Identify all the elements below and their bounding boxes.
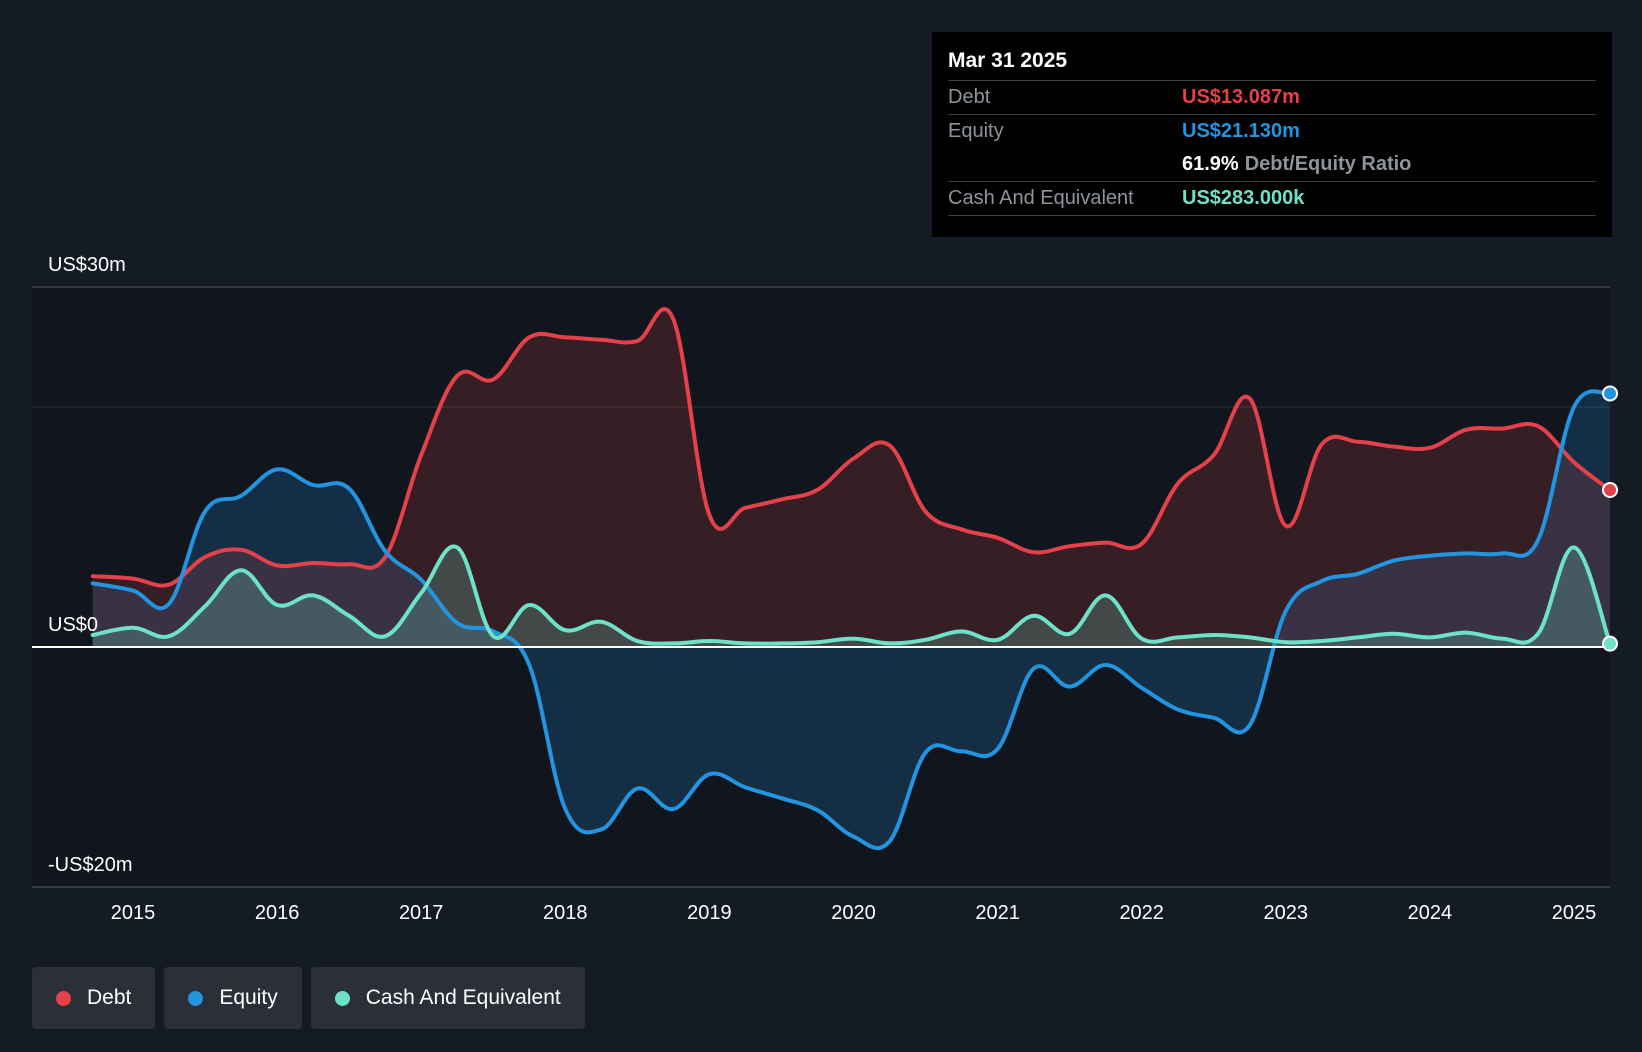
tooltip-ratio-value: 61.9% bbox=[1182, 153, 1239, 175]
series-areas bbox=[92, 309, 1611, 849]
chart-legend: Debt Equity Cash And Equivalent bbox=[32, 967, 585, 1029]
x-axis-label: 2019 bbox=[687, 902, 732, 924]
x-axis-labels: 2015 2016 2017 2018 2019 2020 2021 2022 2023 2024… bbox=[111, 902, 1597, 924]
end-markers bbox=[1602, 385, 1619, 652]
tooltip-debt-label: Debt bbox=[948, 86, 991, 108]
tooltip-row-debt: Debt US$13.087m bbox=[948, 81, 1596, 115]
tooltip-row-cash: Cash And Equivalent US$283.000k bbox=[948, 182, 1596, 216]
x-axis-label: 2022 bbox=[1119, 902, 1164, 924]
tooltip-panel: Mar 31 2025 Debt US$13.087m Equity US$21… bbox=[932, 32, 1612, 237]
cash-and-equivalent-line bbox=[90, 544, 1612, 646]
x-axis-label: 2020 bbox=[831, 902, 876, 924]
tooltip-ratio-label: Debt/Equity Ratio bbox=[1244, 153, 1412, 175]
tooltip-row-equity: Equity US$21.130m bbox=[948, 115, 1596, 148]
tooltip-equity-value: US$21.130m bbox=[1182, 120, 1300, 142]
y-axis-label: US$30m bbox=[48, 254, 126, 276]
x-axis-label: 2021 bbox=[975, 902, 1020, 924]
tooltip-date: Mar 31 2025 bbox=[948, 46, 1596, 81]
x-axis-label: 2017 bbox=[399, 902, 444, 924]
equity-end-marker[interactable] bbox=[1602, 385, 1619, 402]
x-axis-label: 2018 bbox=[543, 902, 588, 924]
series-lines bbox=[90, 307, 1612, 850]
x-axis-label: 2015 bbox=[111, 902, 156, 924]
cash-and-equivalent-end-marker[interactable] bbox=[1602, 635, 1619, 652]
legend-debt-label: Debt bbox=[87, 986, 132, 1009]
equity-area bbox=[92, 391, 1611, 849]
x-axis-label: 2023 bbox=[1264, 902, 1309, 924]
legend-equity-label: Equity bbox=[219, 986, 278, 1009]
y-axis-label: -US$20m bbox=[48, 854, 132, 876]
x-axis-label: 2016 bbox=[255, 902, 300, 924]
x-axis-label: 2025 bbox=[1552, 902, 1597, 924]
tooltip-row-ratio: 61.9% Debt/Equity Ratio bbox=[948, 148, 1596, 182]
tooltip-ratio: 61.9% Debt/Equity Ratio bbox=[1182, 148, 1411, 181]
debt-line bbox=[90, 307, 1612, 588]
plot-area-background bbox=[32, 285, 1610, 887]
legend-cash-label: Cash And Equivalent bbox=[365, 986, 561, 1009]
legend-item-cash[interactable]: Cash And Equivalent bbox=[310, 967, 585, 1029]
equity-line bbox=[90, 389, 1612, 850]
tooltip-cash-label: Cash And Equivalent bbox=[948, 187, 1134, 209]
debt-end-marker[interactable] bbox=[1602, 481, 1619, 498]
equity-dot-icon bbox=[188, 990, 204, 1006]
grid-lines bbox=[32, 286, 1610, 888]
legend-item-equity[interactable]: Equity bbox=[164, 967, 302, 1029]
tooltip-debt-value: US$13.087m bbox=[1182, 86, 1300, 108]
cash-dot-icon bbox=[334, 990, 350, 1006]
y-axis-labels: US$30m US$0 -US$20m bbox=[48, 254, 132, 876]
y-axis-label: US$0 bbox=[48, 614, 98, 636]
debt-area bbox=[92, 309, 1611, 647]
legend-item-debt[interactable]: Debt bbox=[32, 967, 156, 1029]
tooltip-ratio-spacer bbox=[948, 148, 1182, 181]
x-axis-label: 2024 bbox=[1408, 902, 1453, 924]
debt-dot-icon bbox=[56, 990, 71, 1006]
tooltip-cash-value: US$283.000k bbox=[1182, 187, 1305, 209]
tooltip-equity-label: Equity bbox=[948, 120, 1004, 142]
cash-and-equivalent-area bbox=[92, 546, 1611, 647]
